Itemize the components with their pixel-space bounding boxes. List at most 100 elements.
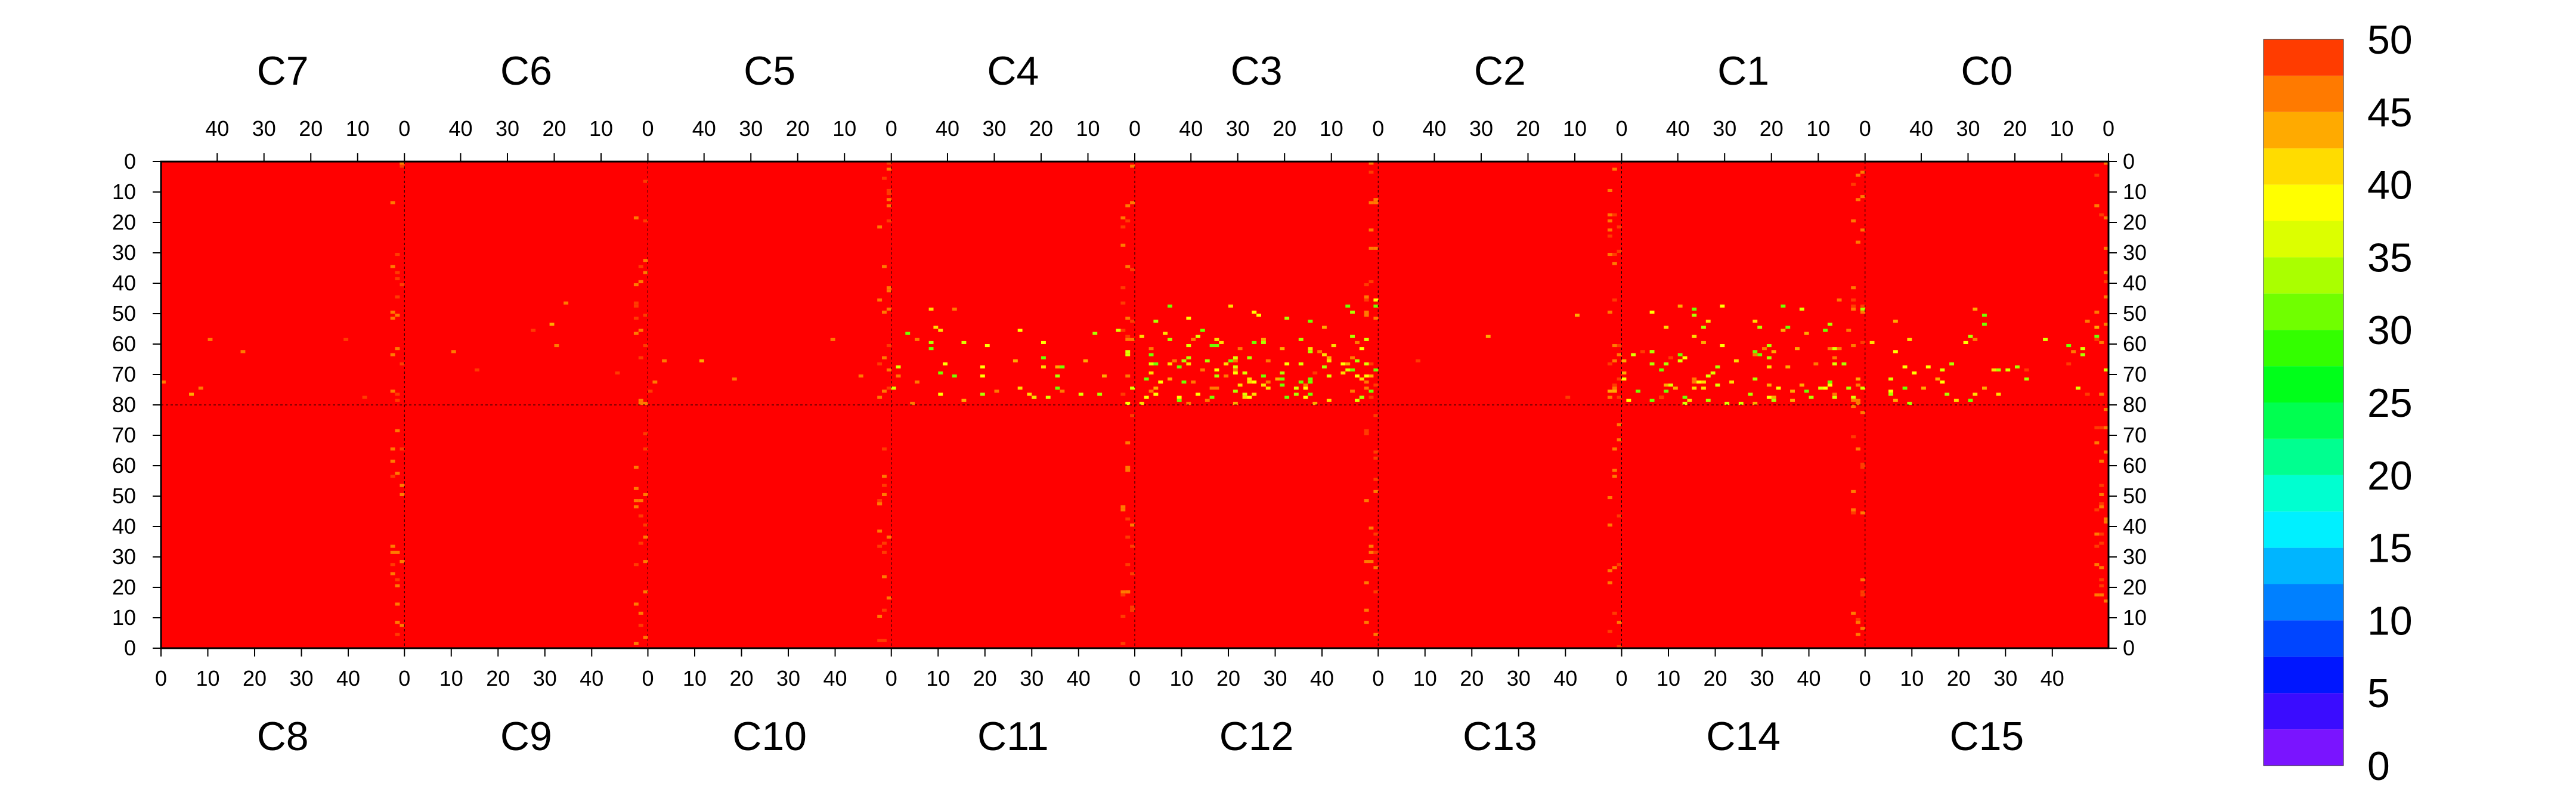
x-tick-label: 0 [2103,116,2114,141]
heatmap-cell [2094,326,2100,329]
heatmap-cell [1659,395,1664,399]
heatmap-cell [1224,374,1229,378]
heatmap-cell [1261,338,1266,341]
heatmap-cell [1125,317,1131,320]
heatmap-cell [1359,377,1364,381]
x-tick-label: 0 [1372,666,1384,691]
heatmap-cell [400,560,405,564]
heatmap-cell [1617,645,1622,648]
heatmap-cell [1125,590,1131,594]
heatmap-cell [1130,165,1135,168]
heatmap-cell [1856,621,1860,624]
heatmap-cell [2005,368,2011,371]
colorbar-label: 45 [2367,90,2413,135]
x-tick-label: 0 [1372,116,1384,141]
heatmap-cell [1851,405,1856,408]
heatmap-cell [2080,347,2085,351]
module-label: C6 [500,48,552,94]
x-tick-label: 10 [926,666,950,691]
heatmap-cell [633,304,639,308]
y-tick-label: 10 [2123,605,2147,630]
heatmap-cell [1968,335,1973,338]
heatmap-cell [882,389,887,393]
heatmap-cell [1940,368,1945,371]
heatmap-cell [390,475,395,478]
heatmap-cell [1237,383,1243,387]
heatmap-cell [1322,353,1327,357]
heatmap-cell [2015,365,2020,369]
heatmap-cell [1607,234,1612,238]
heatmap-cell [1055,386,1060,390]
module-label: C2 [1474,48,1526,94]
heatmap-cell [1364,338,1369,341]
heatmap-cell [1851,298,1856,302]
heatmap-cell [961,398,967,402]
heatmap-cell [643,535,648,539]
heatmap-cell [1682,395,1688,399]
heatmap-cell [1757,326,1763,329]
x-tick-label: 0 [155,666,167,691]
heatmap-cell [1856,174,1860,177]
heatmap-cell [1247,395,1252,399]
heatmap-cell [1860,171,1865,174]
heatmap-cell [1832,362,1837,366]
colorbar-swatch [2264,112,2343,148]
heatmap-cell [882,550,887,554]
heatmap-cell [643,314,648,317]
heatmap-cell [882,639,887,642]
heatmap-cell [1790,398,1795,402]
heatmap-cell [475,368,479,371]
heatmap-cell [1355,359,1360,363]
heatmap-cell [1856,377,1860,381]
heatmap-cell [390,353,395,357]
heatmap-cell [1196,335,1200,338]
heatmap-cell [1092,332,1098,335]
heatmap-cell [2094,532,2100,536]
heatmap-cell [1041,365,1046,369]
x-tick-label: 10 [1563,116,1587,141]
heatmap-cell [1860,307,1865,311]
heatmap-cell [1120,508,1126,512]
colorbar-swatch [2264,75,2343,112]
heatmap-cell [1078,392,1083,396]
heatmap-cell [1692,386,1697,390]
heatmap-cell [1832,392,1837,396]
heatmap-cell [395,584,400,587]
heatmap-cell [2104,517,2109,521]
heatmap-cell [858,374,863,378]
y-tick-label: 60 [2123,453,2147,478]
heatmap-cell [882,575,887,578]
heatmap-cell [1280,347,1285,351]
heatmap-cell [1818,386,1823,390]
x-tick-label: 40 [1422,116,1446,141]
y-tick-label: 30 [2123,544,2147,569]
heatmap-cell [1860,593,1865,597]
heatmap-cell [1284,362,1290,366]
heatmap-cell [1144,377,1149,381]
heatmap-cell [1120,243,1126,247]
heatmap-cell [643,344,648,348]
heatmap-cell [395,295,400,299]
heatmap-cell [2104,408,2109,411]
x-tick-label: 0 [398,666,410,691]
heatmap-cell [1373,456,1379,460]
heatmap-cell [1308,377,1313,381]
heatmap-cell [395,253,400,256]
heatmap-cell [395,550,400,554]
heatmap-cell [1373,633,1379,636]
heatmap-cell [1125,219,1131,222]
heatmap-cell [2099,213,2104,216]
heatmap-cell [1209,386,1215,390]
heatmap-cell [2099,502,2104,506]
heatmap-cell [633,317,639,320]
heatmap-cell [2085,392,2090,396]
heatmap-cell [961,340,967,344]
colorbar-label: 50 [2367,17,2413,63]
heatmap-cell [1237,347,1243,351]
heatmap-cell [1935,377,1940,381]
heatmap-cell [1181,380,1187,384]
heatmap-cell [1996,392,2001,396]
heatmap-cell [1851,307,1856,311]
heatmap-cell [1186,317,1191,320]
